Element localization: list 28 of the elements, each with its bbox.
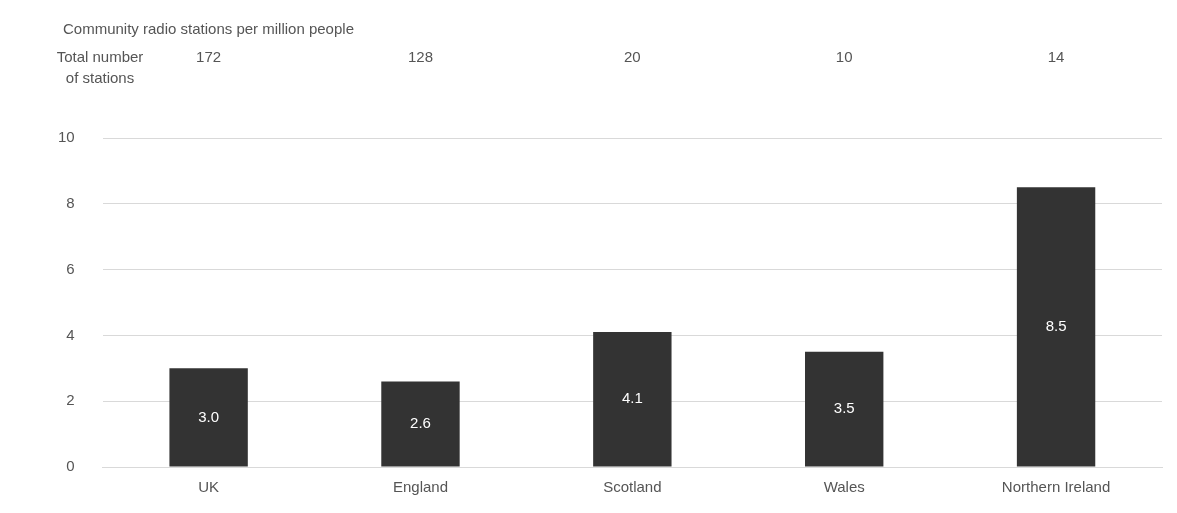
data-label: 3.0	[198, 407, 220, 425]
text: 10	[835, 48, 853, 66]
bar	[593, 332, 672, 467]
data-label: 2.6	[410, 414, 431, 432]
x-tick-label: Northern Ireland	[1001, 478, 1111, 496]
text: 172	[196, 48, 222, 66]
bar	[1016, 187, 1096, 467]
data-label: 4.1	[621, 389, 643, 407]
y-tick-label: 6	[66, 259, 75, 277]
x-tick-label: Wales	[823, 478, 865, 496]
text: 20	[624, 48, 641, 66]
text: 128	[407, 48, 433, 66]
y-tick-label: 4	[66, 325, 75, 343]
x-tick-label: UK	[198, 478, 220, 496]
bar	[805, 351, 884, 467]
bar	[169, 368, 248, 467]
data-label: 3.5	[833, 399, 855, 417]
text: Total number of stations	[56, 48, 144, 87]
y-tick-label: 0	[66, 457, 75, 475]
bar	[381, 381, 460, 467]
chart-title: Community radio stations per million people	[63, 20, 354, 38]
y-tick-label: 2	[66, 391, 75, 409]
y-tick-label: 8	[66, 193, 75, 211]
text: 14	[1047, 48, 1065, 66]
data-label: 8.5	[1045, 317, 1067, 335]
x-tick-label: Scotland	[603, 478, 662, 496]
y-tick-label: 10	[58, 128, 75, 146]
x-tick-label: England	[392, 478, 449, 496]
